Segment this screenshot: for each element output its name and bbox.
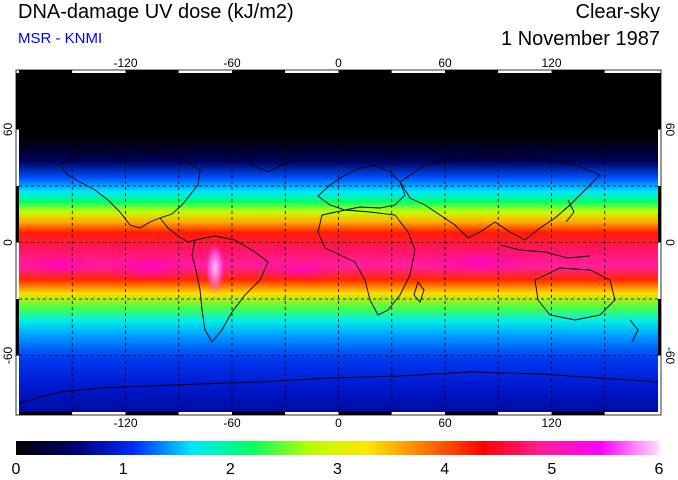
coastline-south-america: [191, 235, 269, 343]
frame-segment: [16, 242, 19, 299]
frame-segment: [338, 412, 392, 415]
frame-segment: [72, 70, 126, 73]
coastline-central-america: [159, 217, 196, 243]
frame-segment: [658, 129, 661, 186]
map-tick-labels: -120 -120 -60 -60 0 0 60 60 120 120 60 60 0 0 -60 -60: [1, 56, 677, 430]
uv-peak-pacific-west: [20, 253, 100, 277]
frame-segment: [391, 412, 445, 415]
coastline-madagascar: [413, 281, 425, 303]
frame-segment: [178, 412, 232, 415]
frame-segment: [285, 70, 339, 73]
coastline-antarctica: [19, 371, 658, 404]
frame-segment: [178, 70, 232, 73]
scenario-label: Clear-sky: [575, 1, 660, 23]
map-grid: [19, 73, 658, 412]
frame-segment: [658, 186, 661, 243]
frame-segment: [232, 70, 286, 73]
colorbar-tick-label: 2: [226, 461, 235, 478]
colorbar-tick-label: 4: [440, 461, 449, 478]
lon-tick-label-bottom: -120: [113, 416, 137, 430]
coastlines: [19, 141, 658, 404]
colorbar-tick-label: 0: [12, 461, 21, 478]
frame-segment: [16, 355, 19, 412]
frame-segment: [551, 412, 605, 415]
frame-segment: [551, 70, 605, 73]
coastline-new-zealand: [629, 319, 639, 343]
frame-segment: [19, 412, 73, 415]
frame-segment: [658, 299, 661, 356]
frame-segment: [658, 73, 661, 130]
uv-peak-indian-ocean: [420, 249, 540, 275]
frame-segment: [445, 412, 499, 415]
coastline-europe: [317, 164, 406, 211]
frame-segment: [498, 412, 552, 415]
coastline-australia: [534, 267, 616, 321]
frame-border: [15, 69, 662, 416]
frame-segment: [604, 70, 658, 73]
colorbar-labels: 0 1 2 3 4 5 6: [12, 461, 664, 478]
frame-segment: [445, 70, 499, 73]
lat-tick-label-left: 60: [1, 123, 15, 137]
frame-segment: [16, 129, 19, 186]
lon-tick-label-bottom: 120: [541, 416, 561, 430]
frame-segment: [72, 412, 126, 415]
lon-tick-label-top: -60: [223, 56, 241, 70]
frame-segment: [658, 242, 661, 299]
frame-segment: [604, 412, 658, 415]
frame-segment: [16, 186, 19, 243]
lon-tick-label-top: 0: [335, 56, 342, 70]
frame-segment: [498, 70, 552, 73]
colorbar: [16, 441, 659, 455]
frame-segment: [232, 412, 286, 415]
lon-tick-label-top: 60: [438, 56, 452, 70]
map-title: DNA-damage UV dose (kJ/m2): [18, 1, 294, 23]
frame-segment: [285, 412, 339, 415]
lat-tick-label-left: 0: [1, 239, 15, 246]
colorbar-tick-label: 5: [547, 461, 556, 478]
lat-tick-label-right: 60: [663, 123, 677, 137]
frame-segment: [16, 73, 19, 130]
map-frame: [15, 69, 662, 416]
frame-segment: [16, 299, 19, 356]
frame-segment: [125, 412, 179, 415]
coastline-north-america: [59, 147, 201, 229]
frame-segment: [658, 355, 661, 412]
colorbar-tick-label: 6: [655, 461, 664, 478]
uv-peak-atlantic: [260, 260, 340, 280]
uv-peak-andes: [205, 242, 225, 294]
coastline-japan: [565, 199, 575, 223]
uv-peak-pacific-east: [100, 254, 200, 282]
lon-tick-label-top: -120: [113, 56, 137, 70]
lat-tick-label-right: -60: [663, 347, 677, 365]
map-subtitle: MSR - KNMI: [18, 30, 103, 47]
date-label: 1 November 1987: [501, 28, 660, 50]
frame-segment: [19, 70, 73, 73]
colorbar-tick-label: 1: [119, 461, 128, 478]
frame-segment: [125, 70, 179, 73]
frame-segment: [338, 70, 392, 73]
lon-tick-label-bottom: 0: [335, 416, 342, 430]
lon-tick-label-bottom: -60: [223, 416, 241, 430]
lat-tick-label-right: 0: [663, 239, 677, 246]
lat-tick-label-left: -60: [1, 347, 15, 365]
lon-tick-label-top: 120: [541, 56, 561, 70]
coastline-greenland: [244, 141, 296, 173]
coastline-africa: [317, 209, 416, 316]
coastline-indonesia: [499, 244, 591, 259]
lon-tick-label-bottom: 60: [438, 416, 452, 430]
colorbar-tick-label: 3: [333, 461, 342, 478]
frame-segment: [391, 70, 445, 73]
